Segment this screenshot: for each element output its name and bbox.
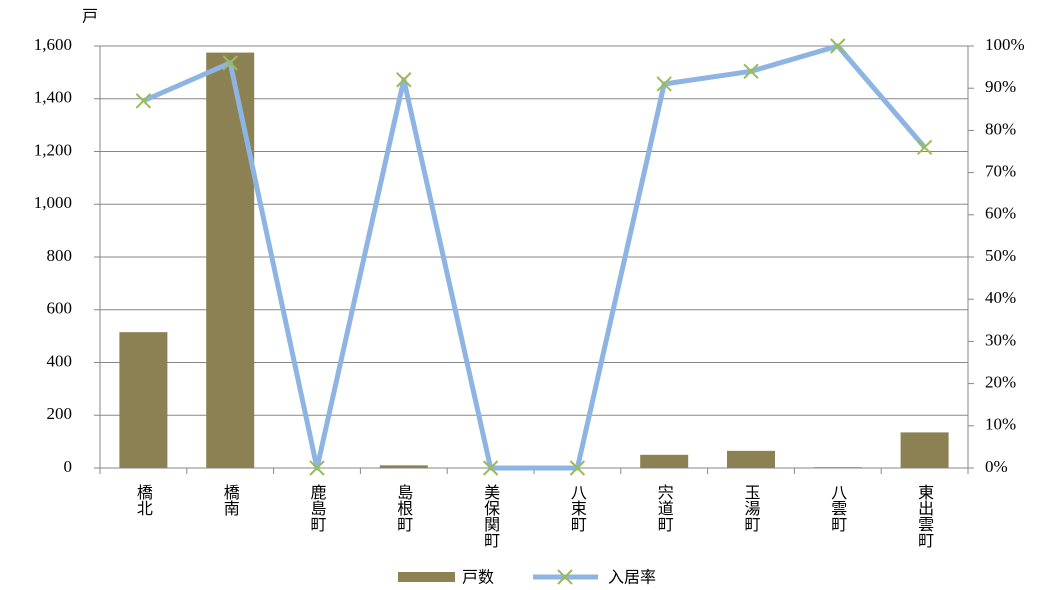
- y2-tick-label: 0%: [985, 457, 1008, 476]
- y-tick-label: 1,400: [34, 88, 72, 107]
- line-marker: [916, 139, 933, 155]
- y2-tick-label: 10%: [985, 415, 1016, 434]
- y2-tick-label: 30%: [985, 330, 1016, 349]
- legend-marker: [557, 569, 573, 585]
- bar: [900, 432, 949, 468]
- legend-label: 戸数: [462, 568, 494, 587]
- line-marker: [743, 63, 759, 80]
- y2-tick-label: 60%: [985, 204, 1016, 223]
- line: [142, 43, 927, 471]
- line-marker: [569, 460, 586, 476]
- x-tick-label: 八雲町: [828, 484, 847, 532]
- legend-swatch: [398, 572, 455, 582]
- x-tick-label: 玉湯町: [742, 484, 761, 532]
- line-marker: [482, 460, 499, 476]
- y-tick-label: 1,000: [34, 193, 72, 212]
- x-tick-label: 宍道町: [655, 484, 674, 532]
- y2-tick-label: 20%: [985, 373, 1016, 392]
- bar: [813, 467, 862, 468]
- y-tick-label: 800: [47, 246, 73, 265]
- bar: [119, 332, 168, 468]
- x-tick-label: 鹿島町: [308, 484, 327, 532]
- legend-label: 入居率: [608, 568, 656, 587]
- y-tick-label: 0: [64, 457, 73, 476]
- bar: [640, 454, 689, 468]
- y-tick-label: 600: [47, 299, 73, 318]
- x-tick-label: 美保関町: [481, 484, 500, 548]
- line-marker: [309, 460, 325, 476]
- bar: [727, 450, 775, 468]
- bar: [206, 52, 255, 468]
- bar: [379, 465, 428, 468]
- x-tick-label: 東出雲町: [915, 484, 934, 548]
- x-tick-label: 八束町: [568, 484, 587, 532]
- line-marker: [830, 38, 846, 54]
- y2-tick-label: 70%: [985, 162, 1016, 181]
- y-tick-label: 400: [47, 351, 73, 370]
- y-tick-label: 1,600: [34, 35, 72, 54]
- line-marker: [656, 76, 672, 92]
- line-marker: [135, 93, 152, 109]
- y2-tick-label: 40%: [985, 288, 1016, 307]
- line-marker: [396, 72, 412, 88]
- line-marker: [222, 55, 238, 71]
- y2-tick-label: 100%: [985, 35, 1025, 54]
- y2-tick-label: 90%: [985, 77, 1016, 96]
- y-tick-label: 1,200: [34, 140, 72, 159]
- x-tick-label: 橋北: [134, 484, 153, 516]
- y-tick-label: 200: [47, 404, 73, 423]
- y2-tick-label: 50%: [985, 246, 1016, 265]
- x-tick-label: 島根町: [394, 484, 413, 532]
- y2-tick-label: 80%: [985, 119, 1016, 138]
- y-axis-unit: 戸: [82, 7, 98, 26]
- x-tick-label: 橋南: [221, 484, 240, 516]
